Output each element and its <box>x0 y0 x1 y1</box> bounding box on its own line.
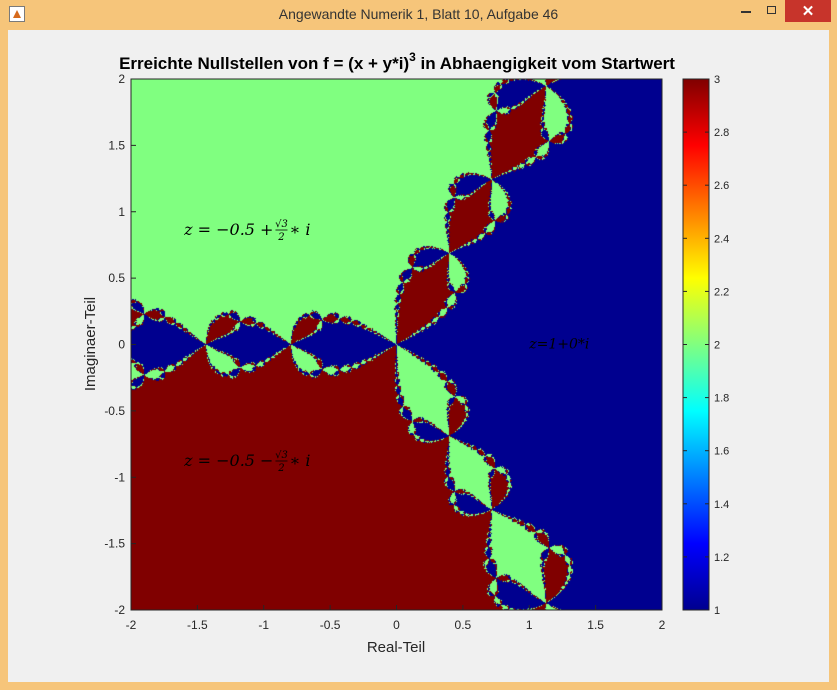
minimize-button[interactable] <box>733 0 759 22</box>
colorbar[interactable]: 3 2.8 2.6 2.4 2.2 2 1.8 1.6 1.4 1.2 1 <box>682 74 729 617</box>
annotation-right-root: z=1+0*i <box>528 337 589 353</box>
colorbar-tick-label: 1.6 <box>714 446 729 458</box>
close-icon: ✕ <box>801 3 815 20</box>
colorbar-tick-label: 2.6 <box>714 180 729 192</box>
colorbar-tick-label: 2 <box>714 340 720 352</box>
x-tick-label: 1.5 <box>587 618 604 632</box>
annotation-lower-suffix: ∗ i <box>289 451 310 470</box>
matlab-icon[interactable] <box>9 6 25 22</box>
annotation-upper-denominator: 2 <box>277 232 284 243</box>
colorbar-tick-label: 2.2 <box>714 286 729 298</box>
colorbar-tick-label: 3 <box>714 74 720 86</box>
plot-area[interactable] <box>130 78 663 611</box>
y-tick-label: -2 <box>114 603 125 617</box>
x-tick-label: -2 <box>126 618 137 632</box>
colorbar-tick-label: 1.4 <box>714 499 729 511</box>
x-tick-label: -1.5 <box>187 618 208 632</box>
fractal-heatmap <box>131 79 662 610</box>
colorbar-tick-label: 1 <box>714 605 720 617</box>
colorbar-tick-label: 1.2 <box>714 552 729 564</box>
x-tick-label: -1 <box>258 618 269 632</box>
x-axis-label: Real-Teil <box>367 639 425 656</box>
x-tick-label: 2 <box>659 618 666 632</box>
x-tick-label: 0.5 <box>455 618 472 632</box>
y-tick-label: 2 <box>118 72 125 86</box>
x-tick-label: 0 <box>393 618 400 632</box>
x-tick-label: -0.5 <box>320 618 341 632</box>
window-title: Angewandte Numerik 1, Blatt 10, Aufgabe … <box>278 6 559 22</box>
x-tick-label: 1 <box>526 618 533 632</box>
y-axis-label: Imaginaer-Teil <box>82 297 99 391</box>
y-tick-label: 1 <box>118 205 125 219</box>
annotation-lower-denominator: 2 <box>277 463 284 474</box>
annotation-lower-root: z = −0.5 − <box>183 451 273 470</box>
colorbar-tick-label: 2.8 <box>714 127 729 139</box>
y-tick-label: 1.5 <box>108 138 125 152</box>
y-tick-label: 0.5 <box>108 271 125 285</box>
y-tick-label: -1.5 <box>104 537 125 551</box>
annotation-upper-sqrt3: √3 <box>275 219 288 230</box>
close-button[interactable]: ✕ <box>785 0 831 22</box>
title-bar: Angewandte Numerik 1, Blatt 10, Aufgabe … <box>0 0 837 30</box>
x-axis: -2 -1.5 -1 -0.5 0 0.5 1 1.5 2 <box>126 605 666 632</box>
maximize-button[interactable] <box>759 0 785 22</box>
y-tick-label: 0 <box>118 338 125 352</box>
annotation-lower-sqrt3: √3 <box>275 450 288 461</box>
colorbar-tick-label: 2.4 <box>714 233 729 245</box>
y-axis: 2 1.5 1 0.5 0 -0.5 -1 -1.5 -2 <box>104 72 136 617</box>
y-tick-label: -0.5 <box>104 404 125 418</box>
colorbar-tick-label: 1.8 <box>714 393 729 405</box>
annotation-upper-suffix: ∗ i <box>289 220 310 239</box>
y-tick-label: -1 <box>114 470 125 484</box>
chart-title: Erreichte Nullstellen von f = (x + y*i)3… <box>119 50 675 73</box>
annotation-upper-root: z = −0.5 + <box>183 220 273 239</box>
